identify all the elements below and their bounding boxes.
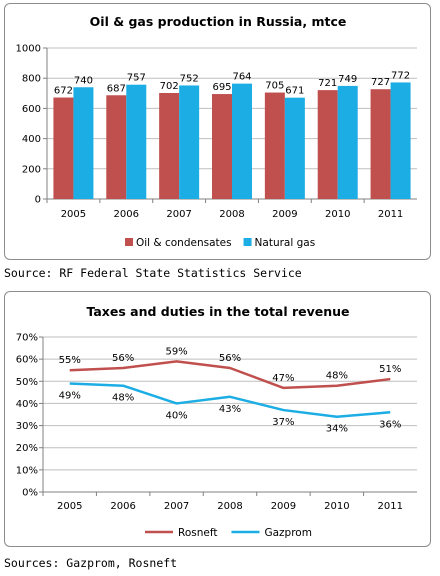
y-tick-label: 60%: [16, 355, 38, 366]
data-label: 687: [107, 83, 126, 94]
data-label: 705: [265, 81, 284, 92]
data-label: 59%: [165, 346, 187, 357]
chart-oil-gas-production: Oil & gas production in Russia, mtce 0 200…: [4, 3, 431, 260]
chart-title: Taxes and duties in the total revenue: [86, 304, 349, 319]
x-tick-label: 2009: [271, 501, 296, 512]
bar: [179, 85, 200, 199]
x-tick-label: 2006: [110, 501, 135, 512]
data-label: 49%: [59, 391, 81, 402]
bar: [284, 97, 305, 199]
x-tick-label: 2011: [378, 209, 403, 220]
bar: [126, 84, 147, 199]
bar: [337, 85, 358, 199]
data-label: 727: [371, 77, 390, 88]
data-label: 48%: [112, 393, 134, 404]
x-tick-label: 2005: [61, 209, 86, 220]
bar: [73, 87, 94, 199]
bar: [264, 92, 285, 199]
data-label: 740: [74, 75, 93, 86]
data-label: 56%: [112, 353, 134, 364]
x-tick-label: 2007: [166, 209, 191, 220]
data-label: 56%: [219, 353, 241, 364]
y-tick-label: 800: [22, 74, 41, 85]
y-tick-label: 30%: [16, 421, 38, 432]
bar: [317, 90, 338, 199]
y-tick-label: 1000: [16, 44, 41, 55]
y-tick-label: 0%: [22, 488, 38, 499]
legend-label: Rosneft: [178, 527, 217, 539]
line-chart-svg: Taxes and duties in the total revenue 0% 1…: [16, 304, 417, 539]
data-label: 34%: [326, 424, 348, 435]
data-label: 51%: [379, 364, 401, 375]
y-tick-label: 40%: [16, 399, 38, 410]
data-label: 55%: [59, 355, 81, 366]
data-label: 37%: [272, 417, 294, 428]
data-label: 772: [391, 70, 410, 81]
y-tick-label: 70%: [16, 333, 38, 344]
x-tick-label: 2010: [324, 501, 349, 512]
x-tick-label: 2008: [217, 501, 242, 512]
bar: [390, 82, 411, 199]
data-label: 43%: [219, 404, 241, 415]
legend-swatch: [243, 238, 252, 246]
x-tick-label: 2010: [325, 209, 350, 220]
x-tick-label: 2009: [272, 209, 297, 220]
x-tick-label: 2007: [164, 501, 189, 512]
y-tick-label: 200: [22, 164, 41, 175]
bar: [370, 89, 391, 199]
bar: [106, 95, 127, 199]
data-label: 40%: [165, 410, 187, 421]
legend-swatch: [125, 238, 133, 246]
y-tick-label: 600: [22, 104, 41, 115]
y-tick-label: 20%: [16, 443, 38, 454]
data-label: 757: [127, 73, 146, 84]
chart-taxes-duties: Taxes and duties in the total revenue 0% 1…: [4, 291, 431, 547]
legend-label: Natural gas: [255, 237, 316, 249]
legend-label: Gazprom: [264, 527, 312, 539]
bar-chart-svg: Oil & gas production in Russia, mtce 0 200…: [16, 14, 417, 249]
bar: [53, 97, 74, 199]
bar: [159, 92, 180, 199]
data-label: 695: [212, 82, 231, 93]
source-note-production: Source: RF Federal State Statistics Serv…: [4, 266, 302, 280]
data-label: 749: [338, 74, 357, 85]
source-note-taxes: Sources: Gazprom, Rosneft: [4, 556, 178, 570]
data-label: 721: [318, 78, 337, 89]
y-tick-label: 0: [35, 195, 41, 206]
legend-label: Oil & condensates: [136, 237, 232, 249]
x-tick-label: 2008: [219, 209, 244, 220]
y-tick-label: 10%: [16, 465, 38, 476]
x-tick-label: 2005: [57, 501, 82, 512]
data-label: 36%: [379, 419, 401, 430]
data-label: 671: [285, 86, 304, 97]
x-tick-label: 2006: [114, 209, 139, 220]
data-label: 702: [160, 81, 179, 92]
bar: [212, 94, 232, 199]
data-label: 47%: [272, 373, 294, 384]
data-label: 48%: [326, 371, 348, 382]
y-tick-label: 50%: [16, 377, 38, 388]
chart-title: Oil & gas production in Russia, mtce: [90, 14, 347, 29]
data-label: 764: [232, 72, 251, 83]
data-label: 672: [54, 86, 73, 97]
y-tick-label: 400: [22, 134, 41, 145]
data-label: 752: [180, 73, 199, 84]
bar: [232, 83, 252, 199]
x-tick-label: 2011: [378, 501, 403, 512]
